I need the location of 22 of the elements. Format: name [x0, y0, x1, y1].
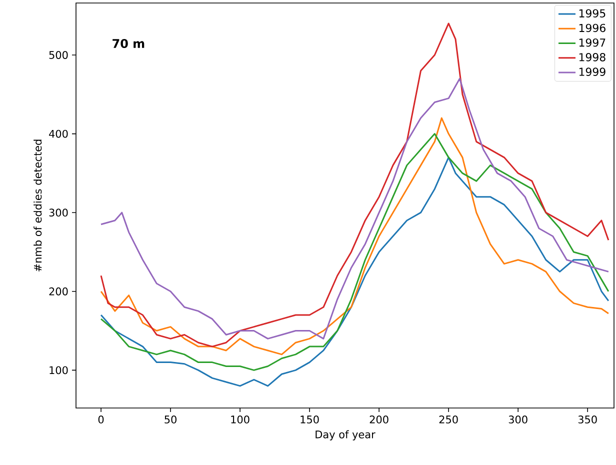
annotation: 70 m [112, 38, 144, 48]
y-tick-label: 100 [50, 366, 68, 374]
legend-label: 1998 [579, 53, 606, 62]
y-tick-label: 300 [49, 208, 68, 217]
y-tick-label: 200 [49, 287, 68, 296]
x-tick-label: 100 [231, 416, 250, 424]
legend-label: 1996 [579, 24, 606, 32]
y-tick-label: 500 [49, 51, 68, 59]
x-tick-label: 0 [98, 416, 104, 424]
x-tick-label: 250 [439, 416, 458, 424]
x-tick-label: 200 [370, 416, 388, 424]
legend-label: 1997 [579, 38, 606, 47]
y-axis-title: #nmb of eddies detected [34, 140, 42, 272]
x-axis-title: Day of year [316, 430, 376, 440]
x-tick-label: 300 [508, 416, 528, 424]
legend-label: 1995 [579, 9, 606, 18]
x-tick-label: 150 [300, 416, 319, 424]
x-tick-label: 50 [164, 416, 176, 424]
legend-label: 1999 [579, 68, 606, 76]
line-series [100, 78, 610, 340]
y-tick-label: 400 [49, 130, 68, 138]
x-tick-label: 350 [578, 416, 597, 424]
